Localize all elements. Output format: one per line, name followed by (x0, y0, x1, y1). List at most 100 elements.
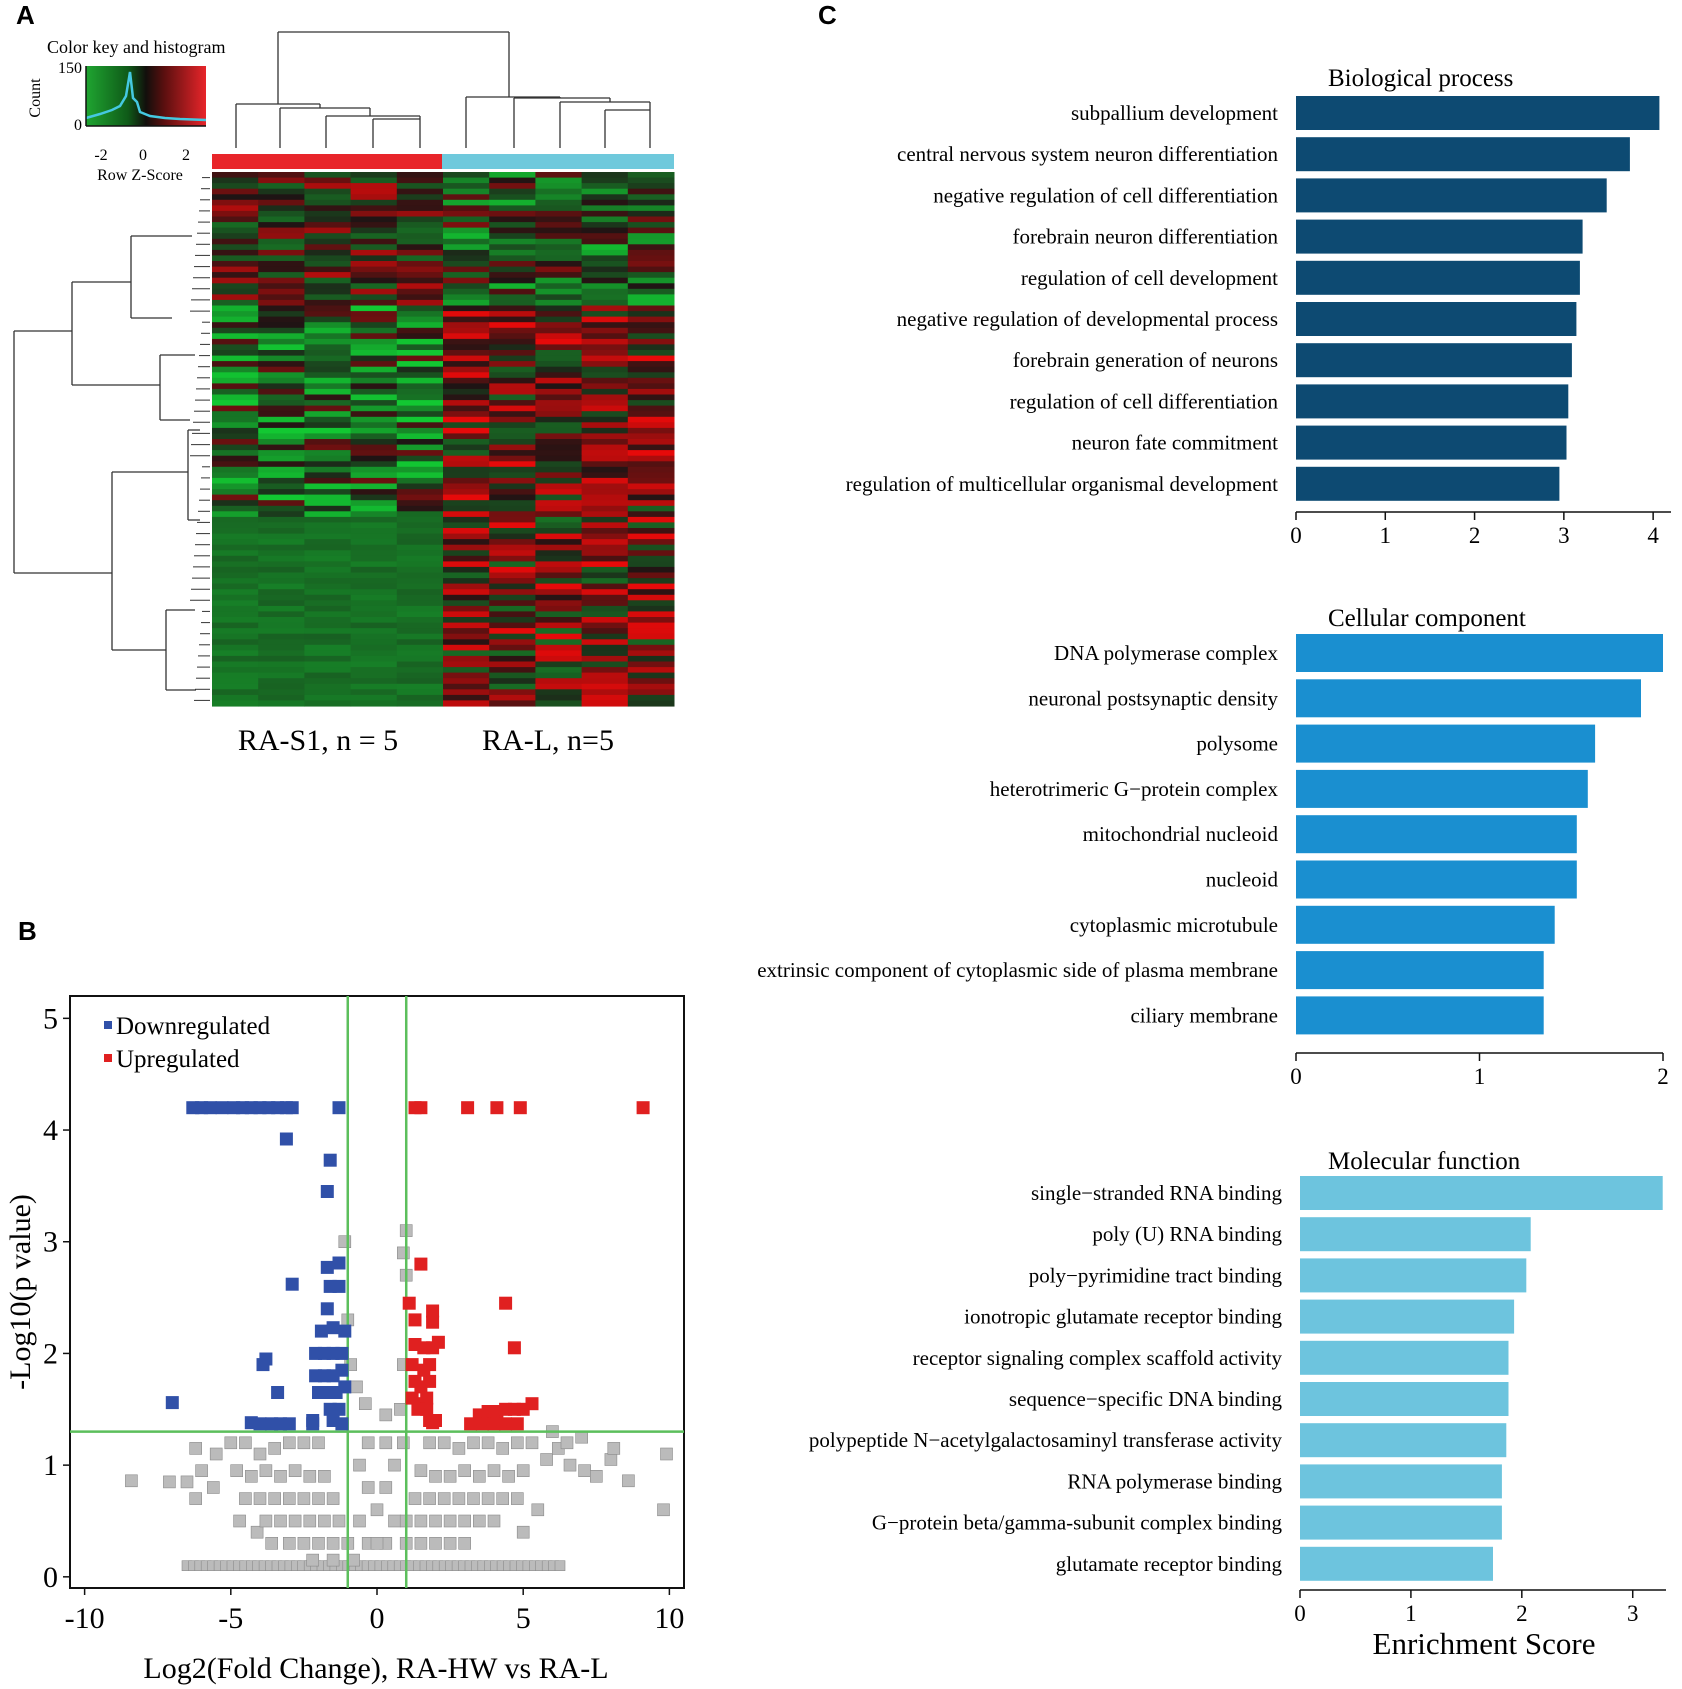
heatmap-cell (258, 177, 305, 184)
heatmap-cell (443, 528, 490, 535)
volcano-point-ns (414, 1514, 428, 1528)
heatmap-cell (396, 333, 444, 340)
heatmap-cell (258, 205, 305, 212)
heatmap-cell (212, 667, 259, 674)
heatmap-cell (304, 233, 352, 240)
heatmap-cell (396, 533, 444, 540)
heatmap-cell (258, 266, 305, 273)
heatmap-cell (581, 266, 629, 273)
volcano-point-ns (516, 1525, 530, 1539)
volcano-point-ns (189, 1492, 202, 1505)
volcano-point-ns (224, 1436, 238, 1450)
heatmap-cell (212, 494, 259, 501)
heatmap-cell (212, 655, 259, 663)
heatmap-cell (396, 600, 444, 607)
heatmap-cell (535, 450, 583, 457)
heatmap-cell (443, 366, 490, 373)
mf-bar (1300, 1217, 1531, 1252)
heatmap-cell (627, 667, 675, 674)
heatmap-cell (627, 222, 675, 229)
heatmap-cell (489, 255, 536, 262)
volcano-point-ns (288, 1464, 302, 1477)
heatmap-cell (258, 622, 305, 629)
volcano-point-ns (607, 1442, 621, 1455)
volcano-point-ns (525, 1436, 539, 1450)
bp-category-label: neuron fate commitment (1072, 431, 1279, 455)
heatmap-cell (350, 511, 398, 518)
volcano-point-ns (253, 1447, 267, 1461)
heatmap-cell (350, 611, 398, 618)
heatmap-cell (396, 238, 444, 245)
heatmap-cell (581, 305, 629, 312)
heatmap-cell (443, 516, 490, 524)
heatmap-cell (396, 199, 444, 206)
heatmap-cell (489, 305, 536, 312)
cc-category-label: neuronal postsynaptic density (1028, 686, 1278, 710)
heatmap-cell (212, 361, 259, 368)
heatmap-cell (212, 433, 259, 440)
heatmap-cell (212, 183, 259, 190)
heatmap-cell (396, 583, 444, 590)
heatmap-cell (258, 678, 305, 685)
heatmap-cell (581, 344, 629, 351)
heatmap-cell (304, 288, 352, 295)
heatmap-cell (443, 299, 490, 307)
volcano-point-up (475, 1417, 489, 1431)
go-molecular-function-chart: Molecular function Enrichment Score sing… (809, 1148, 1666, 1661)
heatmap-cell (304, 533, 352, 540)
heatmap-cell (443, 183, 490, 190)
heatmap-cell (489, 472, 536, 479)
volcano-point-down (323, 1153, 337, 1167)
heatmap-cell (304, 199, 352, 206)
heatmap-cell (258, 578, 305, 585)
heatmap-cell (535, 505, 583, 512)
heatmap-cell (627, 338, 675, 346)
volcano-point-ns (540, 1453, 553, 1466)
heatmap-cell (489, 183, 536, 190)
heatmap-cell (535, 299, 583, 307)
heatmap-cell (258, 344, 305, 351)
heatmap-cell (535, 383, 583, 390)
volcano-point-ns (423, 1436, 436, 1450)
heatmap-cell (535, 327, 583, 334)
heatmap-cell (350, 205, 398, 212)
volcano-point-up (402, 1296, 416, 1310)
heatmap-cell (396, 294, 444, 301)
heatmap-cell (535, 205, 583, 212)
heatmap-cell (396, 244, 444, 251)
heatmap-cell (443, 472, 490, 479)
heatmap-cell (350, 472, 398, 479)
heatmap-cell (489, 483, 536, 490)
heatmap-cell (535, 661, 583, 668)
heatmap-cell (581, 439, 629, 446)
heatmap-cell (581, 500, 629, 507)
heatmap-cell (258, 355, 305, 362)
heatmap-cell (212, 422, 259, 429)
heatmap-cell (627, 600, 675, 607)
heatmap-cell (258, 222, 305, 229)
heatmap-cell (396, 500, 444, 507)
heatmap-cell (443, 611, 490, 618)
heatmap-cell (212, 661, 259, 668)
volcano-point-ns (622, 1474, 635, 1488)
volcano-point-ns (189, 1442, 202, 1455)
mf-bar (1300, 1382, 1509, 1416)
heatmap-cell (258, 405, 305, 412)
heatmap-cell (212, 266, 259, 273)
heatmap-cell (627, 177, 675, 184)
heatmap-cell (396, 283, 444, 290)
heatmap-cell (489, 694, 536, 702)
heatmap-cell (489, 372, 536, 379)
heatmap-cell (489, 700, 536, 707)
heatmap-cell (489, 555, 536, 562)
heatmap-cell (258, 433, 305, 440)
heatmap-cell (489, 338, 536, 346)
heatmap-cell (304, 561, 352, 568)
volcano-point-down (282, 1417, 296, 1431)
heatmap-cell (212, 516, 259, 524)
heatmap-cell (258, 327, 305, 334)
cc-bar (1296, 724, 1596, 763)
heatmap-cell (304, 555, 352, 562)
heatmap-cell (350, 383, 398, 390)
volcano-point-ns (563, 1458, 577, 1472)
